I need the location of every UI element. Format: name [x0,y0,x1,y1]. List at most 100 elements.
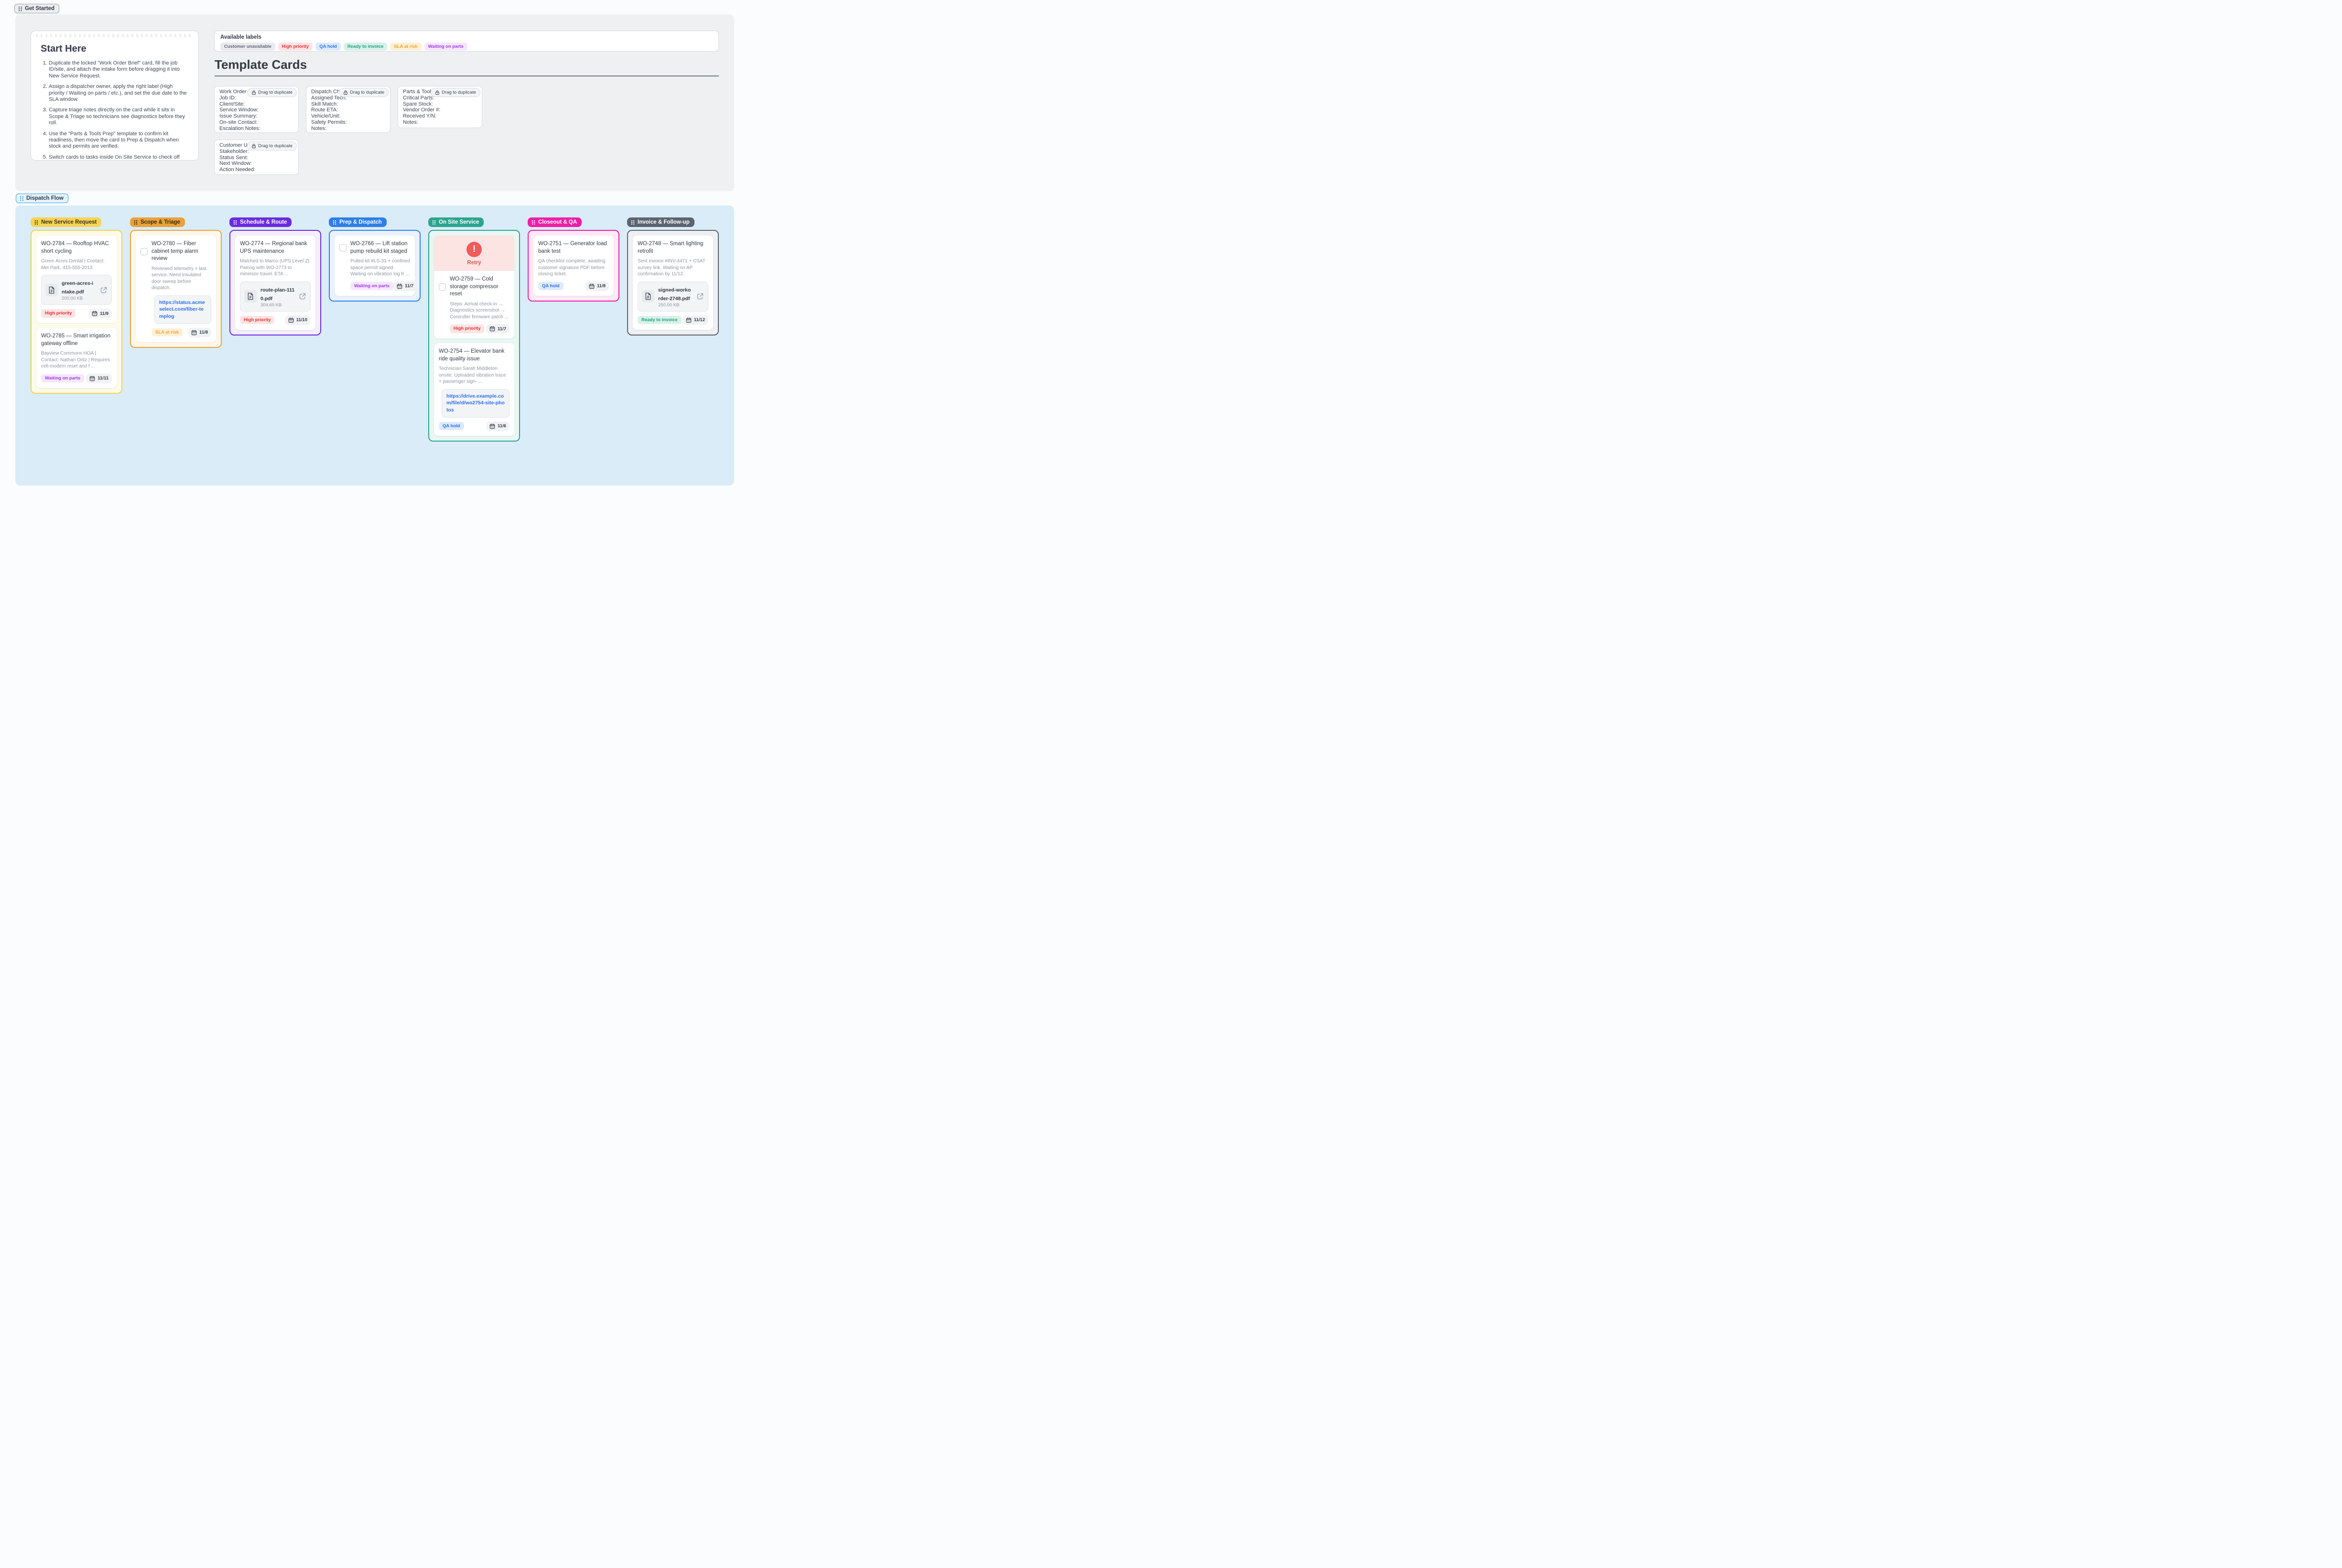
attachment-size: 200.00 KB [62,296,83,302]
drag-to-duplicate-badge[interactable]: Drag to duplicate [339,88,389,97]
card-label[interactable]: SLA at risk [152,328,183,337]
drag-handle-icon [20,196,24,201]
due-date-chip[interactable]: 11/10 [284,315,311,325]
open-external-icon[interactable] [299,292,306,300]
card-link[interactable]: https://status.acmeselect.com/fiber-temp… [154,295,211,324]
column-on-site-service: On Site Service ! Retry WO-2759 — Cold s… [428,217,520,442]
dispatch-flow-section-handle[interactable]: Dispatch Flow [16,194,68,203]
label-chip-high-priority[interactable]: High priority [278,43,313,51]
due-date-chip[interactable]: 11/8 [586,281,609,291]
card-wo-2754[interactable]: WO-2754 — Elevator bank ride quality iss… [434,343,514,436]
card-label[interactable]: High priority [240,315,275,324]
card-wo-2785[interactable]: WO-2785 — Smart irrigation gateway offli… [36,328,117,388]
template-card-parts-tools-prep[interactable]: Parts & Tools Prep Critical Parts: Spare… [398,86,482,128]
card-checkbox[interactable] [339,244,347,252]
calendar-icon [397,283,402,289]
card-wo-2766[interactable]: WO-2766 — Lift station pump rebuild kit … [335,236,417,296]
due-date-chip[interactable]: 11/7 [393,281,417,291]
template-field: Client/Site: [219,101,245,107]
attachment-green-acres-intake[interactable]: green-acres-intake.pdf 200.00 KB [41,275,112,305]
lock-icon [251,143,256,149]
attachment-route-plan[interactable]: route-plan-1110.pdf 304.69 KB [240,281,311,312]
calendar-icon [589,283,595,289]
column-closeout-qa: Closeout & QA WO-2751 — Generator load b… [528,217,619,302]
due-date-chip[interactable]: 11/12 [682,315,708,325]
column-header-on-site-service[interactable]: On Site Service [428,217,484,227]
due-date-chip[interactable]: 11/8 [188,327,211,337]
open-external-icon[interactable] [696,292,704,300]
column-invoice-follow-up: Invoice & Follow-up WO-2748 — Smart ligh… [627,217,719,335]
card-wo-2774[interactable]: WO-2774 — Regional bank UPS maintenance … [235,236,315,330]
drag-to-duplicate-badge[interactable]: Drag to duplicate [431,88,480,97]
due-date-chip[interactable]: 11/6 [486,421,510,431]
column-header-invoice-follow-up[interactable]: Invoice & Follow-up [627,217,694,227]
retry-button[interactable]: Retry [467,260,481,266]
card-label[interactable]: High priority [450,324,485,333]
column-header-closeout-qa[interactable]: Closeout & QA [528,217,582,227]
column-new-service-request: New Service Request WO-2784 — Rooftop HV… [31,217,122,394]
column-header-scope-triage[interactable]: Scope & Triage [130,217,185,227]
card-label[interactable]: High priority [41,309,76,318]
card-checkbox[interactable] [439,283,446,291]
column-title: On Site Service [439,219,479,225]
due-date: 11/7 [498,326,506,332]
template-card-customer-update[interactable]: Customer Update Stakeholder: Status Sent… [214,140,299,175]
card-description: Sent invoice #INV-4471 + CSAT survey lin… [638,259,705,277]
dispatch-flow-label: Dispatch Flow [26,195,64,201]
drag-badge-label: Drag to duplicate [258,143,293,149]
column-header-new-service-request[interactable]: New Service Request [31,217,102,227]
column-title: Prep & Dispatch [339,219,382,225]
due-date-chip[interactable]: 11/11 [86,373,112,383]
column-schedule-route: Schedule & Route WO-2774 — Regional bank… [229,217,321,335]
open-external-icon[interactable] [100,286,108,294]
get-started-section-handle[interactable]: Get Started [14,4,59,13]
template-field: Service Window: [219,107,259,113]
card-title: WO-2754 — Elevator bank ride quality iss… [439,348,505,362]
due-date-chip[interactable]: 11/9 [88,309,112,319]
label-chip-ready-to-invoice[interactable]: Ready to invoice [343,43,388,51]
card-label[interactable]: Waiting on parts [350,281,394,291]
column-header-prep-dispatch[interactable]: Prep & Dispatch [329,217,387,227]
template-card-work-order-brief[interactable]: Work Order Brief Job ID: Client/Site: Se… [214,86,299,133]
template-field: Vehicle/Unit: [311,113,341,119]
card-wo-2780[interactable]: WO-2780 — Fiber cabinet temp alarm revie… [136,236,216,342]
card-label[interactable]: QA hold [538,281,564,291]
image-load-error-banner: ! Retry [434,236,514,271]
column-header-schedule-route[interactable]: Schedule & Route [229,217,292,227]
column-title: New Service Request [41,219,97,225]
label-chip-qa-hold[interactable]: QA hold [315,43,341,51]
start-here-card[interactable]: Start Here Duplicate the locked "Work Or… [31,31,199,161]
calendar-icon [89,376,95,381]
available-labels-panel: Available labels Customer unavailable Hi… [214,31,719,52]
card-link[interactable]: https://drive.example.com/file/d/wo2754-… [442,389,510,418]
calendar-icon [686,317,692,323]
due-date: 11/10 [296,317,307,323]
template-field: On-site Contact: [219,119,258,125]
card-title: WO-2780 — Fiber cabinet temp alarm revie… [152,241,198,262]
card-wo-2759[interactable]: ! Retry WO-2759 — Cold storage compresso… [434,236,514,339]
card-wo-2784[interactable]: WO-2784 — Rooftop HVAC short cycling Gre… [36,236,117,324]
lock-icon [435,90,440,95]
label-chip-waiting-on-parts[interactable]: Waiting on parts [424,43,467,51]
card-label[interactable]: Waiting on parts [41,374,85,383]
card-wo-2751[interactable]: WO-2751 — Generator load bank test QA ch… [533,236,614,296]
due-date: 11/8 [199,330,208,335]
template-field: Issue Summary: [219,113,258,119]
label-chip-sla-at-risk[interactable]: SLA at risk [390,43,422,51]
column-body: WO-2766 — Lift station pump rebuild kit … [329,230,421,302]
due-date-chip[interactable]: 11/7 [486,324,510,334]
drag-handle-icon [631,220,635,225]
card-checkbox[interactable] [141,248,148,255]
attachment-size: 250.00 KB [658,302,680,308]
drag-to-duplicate-badge[interactable]: Drag to duplicate [247,141,297,151]
attachment-signed-workorder[interactable]: signed-workorder-2748.pdf 250.00 KB [638,281,708,312]
card-label[interactable]: Ready to invoice [638,315,682,324]
column-body: WO-2780 — Fiber cabinet temp alarm revie… [130,230,222,348]
label-chip-customer-unavailable[interactable]: Customer unavailable [220,43,275,51]
template-card-dispatch-checklist[interactable]: Dispatch Checklist Assigned Tech: Skill … [306,86,390,133]
drag-to-duplicate-badge[interactable]: Drag to duplicate [247,88,297,97]
card-wo-2748[interactable]: WO-2748 — Smart lighting retrofit Sent i… [633,236,713,330]
column-title: Invoice & Follow-up [638,219,690,225]
card-label[interactable]: QA hold [439,422,464,431]
card-description: Technician Sarah Middleton onsite. Uploa… [439,366,506,385]
